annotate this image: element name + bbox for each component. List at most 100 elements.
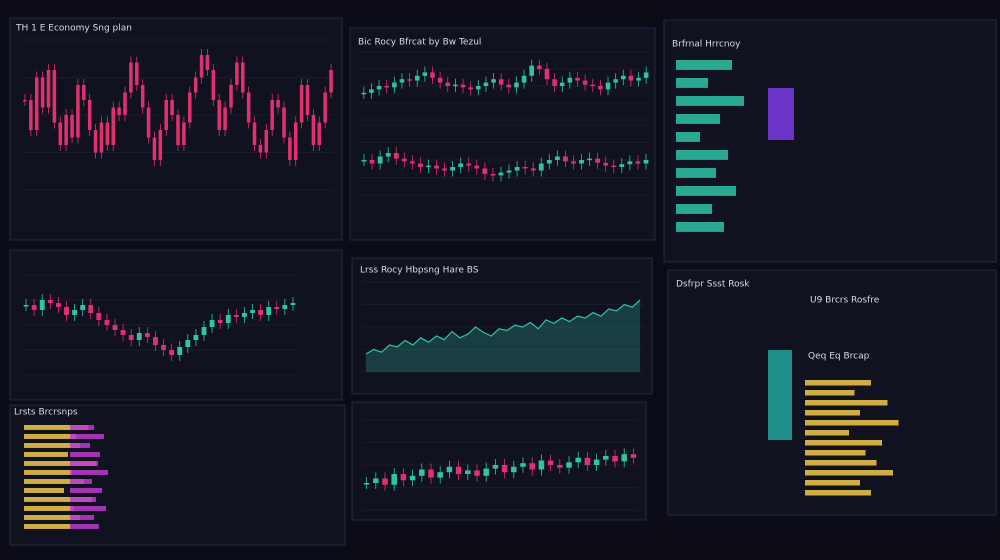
candle (529, 65, 534, 76)
candle (538, 163, 544, 171)
candle (136, 333, 142, 340)
candle (521, 75, 527, 83)
candle (529, 463, 535, 470)
candle (514, 167, 520, 171)
candle (522, 167, 528, 169)
candle (185, 340, 191, 347)
candle (209, 320, 215, 327)
candle (511, 466, 517, 473)
candle (636, 77, 641, 81)
candle (34, 77, 39, 130)
bar (805, 400, 888, 406)
candle (468, 87, 473, 90)
candle (246, 92, 251, 123)
candle (437, 472, 443, 478)
candle (270, 100, 274, 130)
candle (211, 70, 216, 100)
candle (458, 163, 464, 167)
candle (393, 153, 399, 159)
candle (93, 130, 98, 153)
panel-title: Brfrnal Hrrcnoy (672, 40, 741, 50)
candle (70, 115, 74, 138)
candle (369, 160, 375, 164)
candle (554, 156, 560, 160)
candle (323, 92, 327, 123)
candle (164, 100, 168, 130)
panel-title: Lrsts Brcrsnps (14, 408, 78, 418)
candle (575, 77, 580, 81)
candle (293, 122, 298, 160)
candle (465, 470, 471, 474)
candle (288, 137, 292, 160)
candle (96, 313, 102, 320)
bar (24, 443, 80, 448)
candle (498, 172, 504, 176)
candle (613, 79, 618, 83)
candle (399, 79, 405, 83)
candle (546, 160, 552, 164)
candle (442, 168, 447, 171)
bar (70, 479, 92, 484)
candle (419, 469, 425, 476)
candle (446, 466, 453, 473)
panel-title: Dsfrpr Ssst Rosk (676, 280, 750, 290)
candle (483, 82, 489, 86)
candle (426, 165, 431, 168)
candle (229, 85, 233, 108)
candle (235, 62, 239, 85)
bar (676, 186, 736, 196)
candle (52, 70, 57, 123)
candle (382, 478, 388, 485)
panel-title: Qeq Eq Brcap (808, 352, 870, 362)
candle (176, 115, 180, 145)
bar (70, 425, 94, 430)
candle (233, 315, 239, 317)
bar (676, 204, 712, 214)
candle (250, 310, 255, 313)
candle (392, 82, 397, 88)
candle (87, 100, 92, 130)
candle (590, 84, 596, 87)
candle (373, 478, 379, 483)
candle (282, 107, 286, 138)
purple-widget (768, 88, 794, 140)
bar (805, 490, 871, 496)
candle (584, 457, 591, 465)
candle (603, 456, 609, 460)
candle (39, 300, 45, 310)
candle (144, 333, 150, 337)
bar (805, 470, 893, 476)
bar (805, 390, 855, 396)
candle (88, 305, 94, 313)
candle (99, 122, 104, 153)
bar (24, 452, 68, 457)
bar (70, 443, 90, 448)
candle (290, 303, 296, 305)
candle (225, 315, 231, 323)
candle (628, 75, 634, 81)
bar (676, 114, 720, 124)
candle (266, 307, 272, 315)
candle (23, 100, 27, 102)
area (365, 300, 641, 372)
candle (46, 70, 51, 108)
candle (161, 345, 166, 350)
candle (217, 320, 223, 323)
bar (805, 450, 866, 456)
candle (377, 156, 383, 164)
candle (422, 72, 428, 76)
candle (627, 161, 633, 165)
candle (498, 79, 504, 85)
candle (455, 466, 462, 474)
candle (530, 168, 536, 171)
panel-title: Lrss Rocy Hbpsng Hare BS (360, 266, 479, 276)
candle (492, 465, 499, 469)
candle (264, 130, 269, 153)
bar (70, 452, 100, 457)
candle (129, 62, 133, 93)
candle (595, 158, 601, 163)
candle (170, 100, 174, 115)
candle (329, 70, 333, 93)
bar (805, 440, 882, 446)
